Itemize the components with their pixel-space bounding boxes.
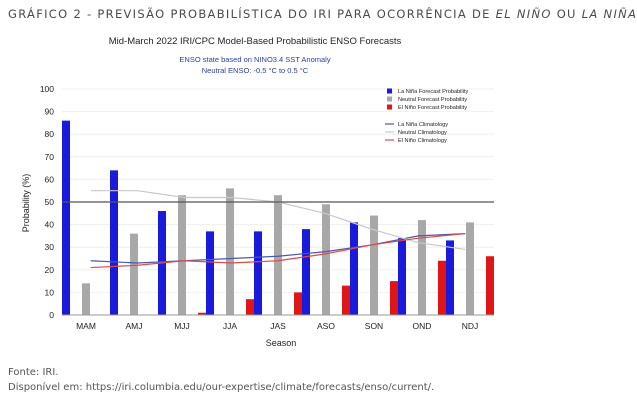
line-la-nina-climatology [90, 233, 466, 264]
x-axis-label: Season [266, 338, 297, 348]
legend-label-el-nino-forecast-probability: El Niño Forecast Probability [398, 105, 467, 111]
x-tick-label: AMJ [126, 321, 143, 331]
legend-label-la-nina-climatology: La Niña Climatology [398, 122, 448, 128]
heading-mid: OU [551, 7, 582, 21]
bar-la-nina-forecast-probability-jja [206, 231, 214, 315]
bar-el-nino-forecast-probability-ndj [486, 256, 494, 315]
chart-subtitle-1: ENSO state based on NINO3.4 SST Anomaly [179, 55, 330, 64]
x-tick-label: NDJ [462, 321, 479, 331]
bar-neutral-forecast-probability-jas [274, 195, 282, 315]
bar-neutral-forecast-probability-mjj [178, 195, 186, 315]
y-tick-label: 60 [45, 174, 55, 184]
x-tick-label: JAS [270, 321, 286, 331]
y-tick-label: 30 [45, 242, 55, 252]
y-tick-label: 0 [49, 310, 54, 320]
bar-neutral-forecast-probability-son [370, 215, 378, 315]
legend-label-la-nina-forecast-probability: La Niña Forecast Probability [398, 89, 468, 95]
x-tick-label: OND [413, 321, 432, 331]
legend-label-neutral-forecast-probability: Neutral Forecast Probability [398, 97, 467, 103]
y-tick-label: 90 [45, 107, 55, 117]
bar-neutral-forecast-probability-jja [226, 188, 234, 315]
bar-neutral-forecast-probability-aso [322, 204, 330, 315]
x-tick-label: JJA [223, 321, 238, 331]
source-note: Fonte: IRI. [8, 367, 59, 378]
availability-note: Disponível em: https://iri.columbia.edu/… [8, 382, 435, 393]
x-tick-label: SON [365, 321, 383, 331]
enso-forecast-chart: Mid-March 2022 IRI/CPC Model-Based Proba… [21, 36, 494, 348]
bar-el-nino-forecast-probability-aso [342, 285, 350, 315]
bar-neutral-forecast-probability-ond [418, 220, 426, 315]
bar-series [62, 120, 494, 315]
axes: 0 10 20 30 40 50 60 70 80 90 100 MAM AMJ MJJ JJA JAS ASO… [40, 84, 494, 331]
y-tick-label: 100 [40, 84, 54, 94]
legend-label-el-nino-climatology: El Niño Climatology [398, 138, 447, 144]
x-tick-label: MAM [76, 321, 96, 331]
legend-label-neutral-climatology: Neutral Climatology [398, 130, 447, 136]
y-tick-label: 20 [45, 265, 55, 275]
bar-la-nina-forecast-probability-aso [302, 229, 310, 315]
bar-la-nina-forecast-probability-amj [110, 170, 118, 315]
y-tick-label: 40 [45, 220, 55, 230]
x-tick-label: MJJ [174, 321, 190, 331]
x-tick-label: ASO [317, 321, 335, 331]
chart-frame: Mid-March 2022 IRI/CPC Model-Based Proba… [16, 31, 550, 353]
bar-la-nina-forecast-probability-mam [62, 120, 70, 315]
legend-swatch-la-nina-forecast-probability [387, 88, 392, 94]
y-tick-label: 70 [45, 152, 55, 162]
chart-subtitle-2: Neutral ENSO: -0.5 °C to 0.5 °C [202, 66, 309, 75]
y-tick-label: 10 [45, 287, 55, 297]
bar-el-nino-forecast-probability-mjj [198, 312, 206, 315]
bar-neutral-forecast-probability-amj [130, 233, 138, 315]
heading-la-nina: LA NIÑA [581, 7, 637, 21]
bar-neutral-forecast-probability-mam [82, 283, 90, 315]
bar-el-nino-forecast-probability-son [390, 281, 398, 315]
legend-swatch-neutral-forecast-probability [387, 96, 392, 102]
bar-neutral-forecast-probability-ndj [466, 222, 474, 315]
bar-el-nino-forecast-probability-jja [246, 299, 254, 315]
legend-swatch-el-nino-forecast-probability [387, 104, 392, 110]
bar-la-nina-forecast-probability-ond [398, 238, 406, 315]
bar-el-nino-forecast-probability-ond [438, 260, 446, 315]
legend: La Niña Forecast Probability Neutral Fore… [385, 88, 468, 144]
bar-la-nina-forecast-probability-son [350, 222, 358, 315]
bar-la-nina-forecast-probability-ndj [446, 240, 454, 315]
chart-title: Mid-March 2022 IRI/CPC Model-Based Proba… [109, 36, 402, 47]
heading-prefix: GRÁFICO 2 - PREVISÃO PROBABILÍSTICA DO I… [8, 7, 496, 21]
y-axis-label: Probability (%) [21, 174, 31, 233]
bar-la-nina-forecast-probability-jas [254, 231, 262, 315]
bar-el-nino-forecast-probability-jas [294, 292, 302, 315]
y-tick-label: 50 [45, 197, 55, 207]
heading-el-nino: EL NIÑO [495, 7, 552, 21]
line-el-nino-climatology [90, 233, 466, 269]
figure-heading: GRÁFICO 2 - PREVISÃO PROBABILÍSTICA DO I… [8, 7, 637, 21]
y-tick-label: 80 [45, 129, 55, 139]
